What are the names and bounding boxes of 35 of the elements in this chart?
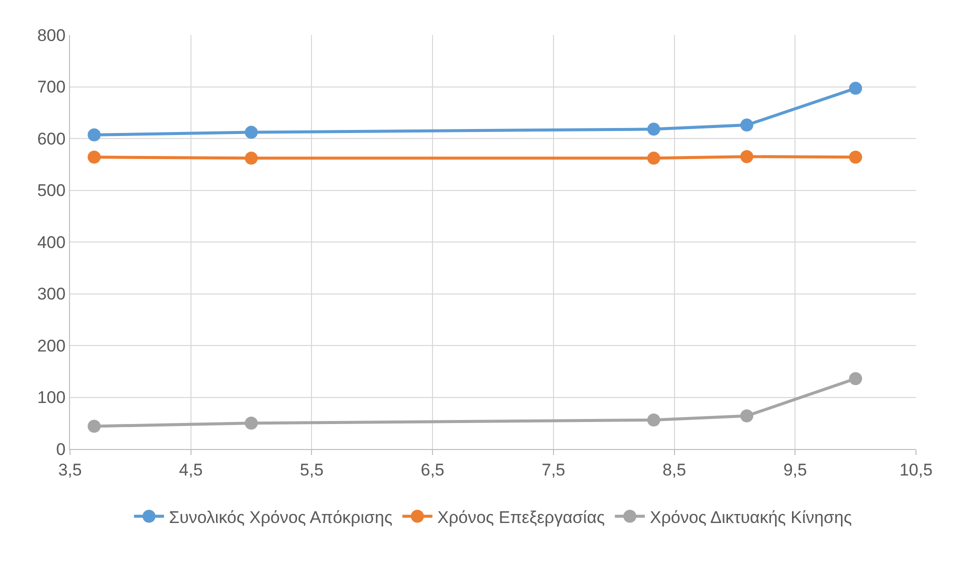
x-tick-label: 10,5: [899, 460, 933, 480]
y-tick-label: 100: [37, 388, 66, 408]
point: [88, 420, 101, 433]
legend-label: Χρόνος Δικτυακής Κίνησης: [650, 508, 852, 527]
point: [88, 150, 101, 164]
y-tick-label: 0: [56, 440, 66, 459]
point: [849, 372, 862, 386]
x-tick-label: 5,5: [300, 460, 324, 480]
y-tick-label: 800: [37, 26, 66, 45]
x-tick-label: 6,5: [420, 460, 444, 480]
point: [244, 416, 258, 430]
point: [647, 122, 660, 136]
point: [740, 409, 754, 422]
point: [740, 118, 754, 132]
x-tick-label: 4,5: [179, 460, 203, 480]
point: [88, 128, 101, 142]
y-tick-label: 200: [37, 336, 66, 356]
point: [647, 414, 660, 427]
point: [647, 152, 660, 165]
x-tick-label: 9,5: [783, 460, 807, 480]
legend-label: Χρόνος Επεξεργασίας: [437, 508, 605, 527]
point: [740, 150, 754, 164]
y-tick-label: 300: [37, 284, 66, 304]
point: [849, 82, 862, 95]
x-tick-label: 7,5: [542, 460, 566, 480]
x-tick-label: 8,5: [662, 460, 686, 480]
x-tick-label: 3,5: [58, 460, 82, 480]
point: [244, 126, 258, 139]
point: [244, 152, 258, 165]
legend-label: Συνολικός Χρόνος Απόκρισης: [169, 508, 392, 527]
y-tick-label: 400: [37, 232, 66, 252]
point: [849, 150, 862, 164]
y-tick-label: 600: [37, 129, 66, 148]
y-tick-label: 500: [37, 181, 66, 200]
y-tick-label: 700: [37, 78, 66, 97]
